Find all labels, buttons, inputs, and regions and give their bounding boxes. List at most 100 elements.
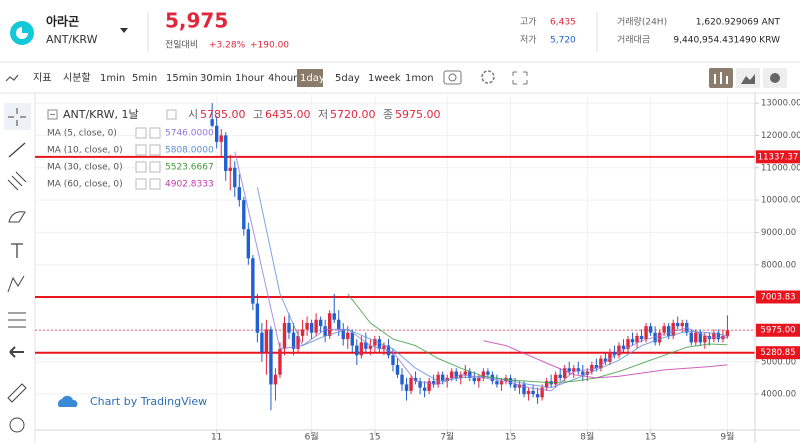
interval-button[interactable]: 1day — [300, 73, 325, 84]
ma-legend-bg — [163, 161, 215, 173]
y-tick-label: 12000.00 — [761, 131, 800, 141]
interval-button[interactable]: 5min — [132, 73, 157, 84]
interval-button[interactable]: 1week — [368, 73, 401, 84]
trendline-tool[interactable] — [8, 142, 26, 158]
interval-button[interactable]: 4hour — [268, 73, 298, 84]
ohlc-label: 저 — [318, 108, 328, 121]
candle-body — [463, 371, 467, 375]
candle-body — [585, 371, 590, 375]
change-label: 전일대비 — [165, 40, 198, 51]
coin-pair: ANT/KRW — [46, 33, 98, 46]
candle-body — [273, 374, 278, 385]
ma-legend-remove[interactable] — [149, 144, 161, 156]
interval-button[interactable]: 5day — [335, 73, 360, 84]
ma-legend-bg — [163, 144, 215, 156]
candle-body — [431, 381, 436, 385]
candle-body — [355, 345, 359, 356]
candle-body — [291, 332, 296, 349]
candle-body — [409, 377, 413, 391]
ma-legend-settings[interactable] — [135, 144, 147, 156]
candle-body — [648, 326, 653, 333]
interval-button[interactable]: 1mon — [405, 73, 434, 84]
screenshot-icon[interactable] — [443, 70, 462, 85]
candle-body — [377, 339, 382, 349]
turnover-value: 9,440,954.431490 KRW — [673, 36, 780, 46]
fib-tool[interactable] — [7, 171, 27, 191]
ohlc-value: 5720.00 — [330, 108, 376, 121]
collapse-legend[interactable] — [47, 109, 58, 120]
candle-body — [332, 313, 336, 320]
watermark[interactable]: Chart by TradingView — [90, 395, 207, 408]
price-tag — [756, 323, 800, 337]
candle-body — [359, 342, 364, 356]
coin-logo-mark — [16, 27, 28, 39]
ma-legend-settings[interactable] — [135, 127, 147, 139]
fullscreen-icon[interactable] — [512, 71, 528, 85]
interval-button[interactable]: 1hour — [235, 73, 265, 84]
interval-button[interactable]: 1min — [100, 73, 125, 84]
candle-body — [662, 326, 666, 333]
candle-body — [287, 322, 291, 333]
zoom-tool[interactable] — [9, 417, 25, 433]
prediction-tool[interactable] — [8, 312, 26, 328]
y-tick-label: 11000.00 — [761, 163, 800, 173]
high-label: 고가 — [520, 17, 537, 28]
ma-legend-remove[interactable] — [149, 178, 161, 190]
ma-legend-remove[interactable] — [149, 127, 161, 139]
candle-body — [228, 167, 232, 171]
candle-body — [472, 377, 477, 382]
candle-body — [531, 390, 535, 395]
x-tick-label: 11 — [211, 433, 222, 443]
text-tool[interactable] — [11, 243, 23, 258]
candle-body — [427, 381, 431, 391]
candle-body — [468, 371, 472, 378]
chart-symbol: ANT/KRW, 1날 — [63, 108, 139, 121]
low-label: 저가 — [520, 35, 537, 46]
candle-body — [350, 332, 354, 346]
indicator-icon[interactable] — [5, 74, 19, 82]
candle-body — [576, 368, 580, 372]
candle-body — [251, 258, 255, 304]
coin-name: 아라곤 — [46, 14, 79, 29]
back-tool[interactable] — [9, 346, 24, 358]
price-tag — [756, 150, 800, 164]
ohlc-label: 시 — [188, 108, 198, 121]
candle-body — [450, 371, 454, 378]
candle-body — [639, 335, 644, 340]
y-tick-label: 10000.00 — [761, 196, 800, 206]
ma-legend-remove[interactable] — [149, 161, 161, 173]
candle-body — [603, 358, 608, 362]
ma-legend-value: 5746.0000 — [165, 129, 214, 139]
settings-icon[interactable] — [481, 70, 495, 84]
brush-tool[interactable] — [8, 211, 26, 223]
candle-body — [477, 377, 481, 382]
interval-button[interactable]: 시분할 — [63, 72, 91, 84]
candle-body — [599, 358, 603, 369]
candle-body — [572, 368, 576, 372]
candle-body — [703, 335, 707, 343]
tradingview-logo — [57, 395, 78, 407]
pattern-tool[interactable] — [7, 275, 25, 293]
candle-body — [314, 319, 318, 333]
interval-button[interactable]: 15min — [166, 73, 198, 84]
ohlc-value: 5785.00 — [200, 108, 246, 121]
legend-settings[interactable] — [166, 109, 177, 120]
candle-body — [233, 167, 237, 188]
indicators-button[interactable]: 지표 — [33, 72, 51, 84]
ma-legend-settings[interactable] — [135, 161, 147, 173]
candle-body — [540, 387, 544, 398]
current-price: 5,975 — [165, 9, 228, 33]
pair-dropdown[interactable] — [120, 28, 128, 33]
candle-body — [373, 339, 377, 346]
ma-legend-settings[interactable] — [135, 178, 147, 190]
y-tick-label: 13000.00 — [761, 99, 800, 109]
crosshair-tool[interactable] — [8, 108, 26, 126]
candle-body — [581, 371, 585, 375]
candle-body — [327, 313, 332, 336]
ruler-tool[interactable] — [7, 383, 27, 403]
price-tag — [756, 346, 800, 360]
candle-body — [341, 329, 345, 340]
candle-body — [698, 332, 703, 343]
ohlc-value: 6435.00 — [265, 108, 311, 121]
interval-button[interactable]: 30min — [200, 73, 232, 84]
